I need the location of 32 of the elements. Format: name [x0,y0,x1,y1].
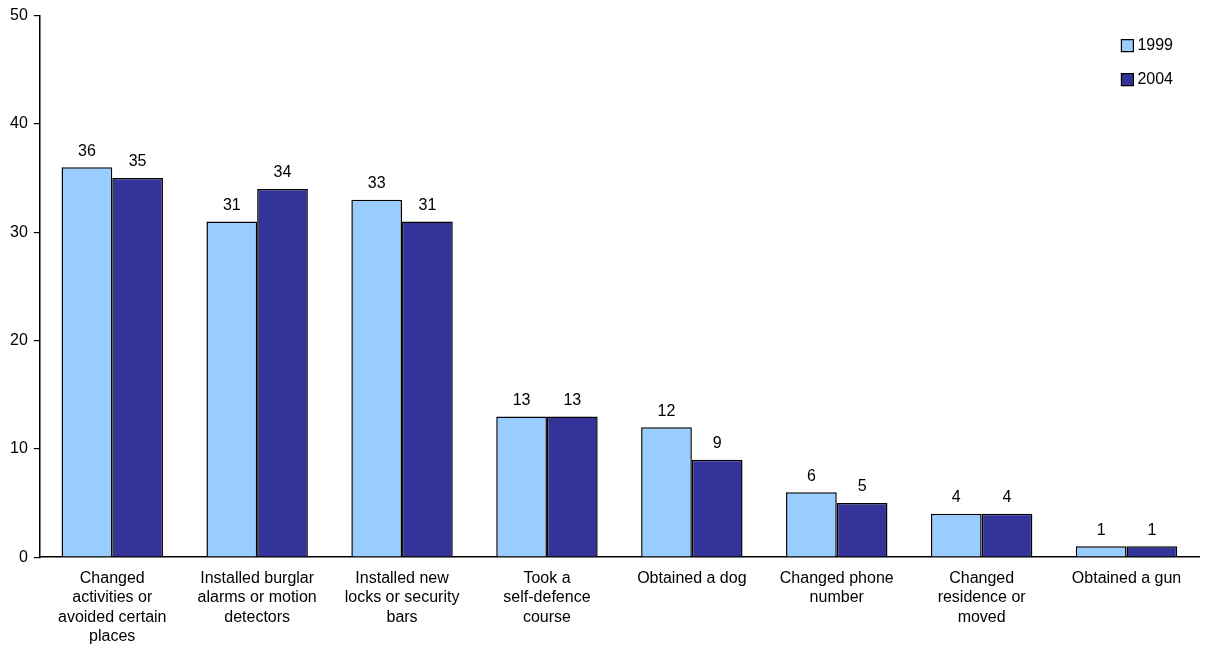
y-tick-label: 20 [10,330,28,348]
data-label: 34 [273,163,292,181]
y-tick-label: 50 [10,6,28,24]
data-label: 13 [512,390,531,408]
data-label: 31 [418,195,437,213]
data-label: 31 [222,195,241,213]
data-label: 4 [1002,488,1012,506]
y-tick-label: 30 [10,222,28,240]
x-tick-label: Obtained a dog [637,569,747,587]
x-tick-label: Obtained a gun [1071,569,1182,587]
data-label: 5 [857,477,867,495]
y-tick-label: 10 [10,439,28,457]
data-label: 1 [1147,520,1157,538]
x-tick-label: Installed burglar alarms or motion detectors [197,569,317,625]
data-label: 6 [806,466,816,484]
x-tick-label: Took a self-defence course [503,569,591,625]
data-label: 12 [657,401,676,419]
data-label: 33 [367,174,386,192]
x-tick-label: Changed phone number [779,569,894,606]
y-tick-label: 40 [10,114,28,132]
data-label: 36 [77,141,96,159]
data-label: 13 [563,390,582,408]
legend-label: 1999 [1137,36,1174,54]
data-label: 4 [951,488,961,506]
data-label: 35 [128,152,147,170]
legend-label: 2004 [1137,70,1174,88]
x-tick-label: Installed new locks or security bars [344,569,460,625]
x-tick-label: Changed residence or moved [937,569,1027,625]
data-label: 9 [712,434,722,452]
data-label: 1 [1096,520,1106,538]
x-tick-label: Changed activities or avoided certain places [57,569,167,644]
y-tick-label: 0 [18,547,28,565]
